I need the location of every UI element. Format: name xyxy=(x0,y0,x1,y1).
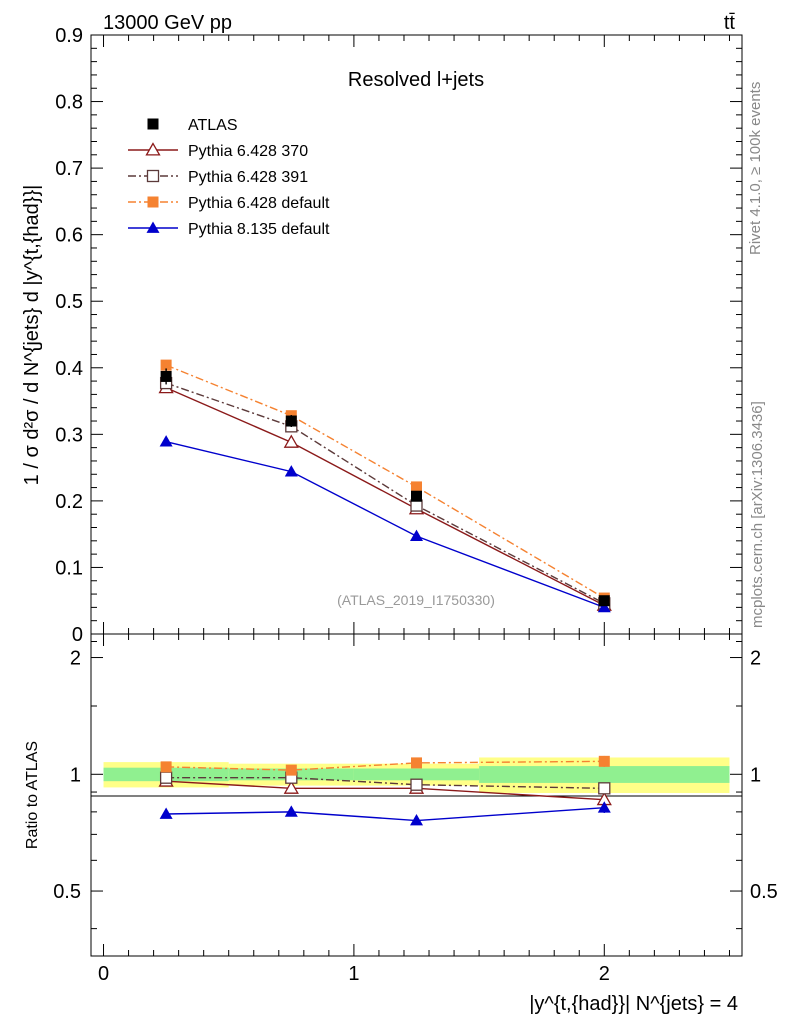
ratio-point xyxy=(159,807,173,819)
ratio-tick-label: 1 xyxy=(70,764,81,786)
ratio-line xyxy=(166,776,605,790)
y-tick-label: 0.8 xyxy=(55,92,83,114)
ratio-tick-label: 0.5 xyxy=(53,881,81,903)
legend-item-atlas: ATLAS xyxy=(147,117,238,134)
x-axis-label: |y^{t,{had}}| N^{jets} = 4 xyxy=(529,993,738,1015)
main-y-axis: 0 0.1 0.2 0.3 0.4 0.5 0.6 0.7 0.8 0.9 xyxy=(55,25,742,646)
legend-item-pythia-6-428-default: Pythia 6.428 default xyxy=(128,195,330,212)
mcplots-label: mcplots.cern.ch [arXiv:1306.3436] xyxy=(749,401,766,628)
ratio-series-group xyxy=(158,755,612,826)
y-tick-label: 0.9 xyxy=(55,25,83,47)
ratio-point xyxy=(598,755,610,767)
ratio-line xyxy=(166,807,605,822)
ratio-tick-label-right: 0.5 xyxy=(750,881,778,903)
data-point xyxy=(411,490,422,502)
legend-marker xyxy=(146,221,160,233)
legend-item-pythia-8-135-default: Pythia 8.135 default xyxy=(128,221,330,238)
chart-title: Resolved l+jets xyxy=(348,69,484,91)
ratio-series-pythia-6-428-391 xyxy=(159,771,611,795)
ratio-series-pythia-8-135-default xyxy=(159,801,611,826)
ratio-panel: 0.5 0.5 1 1 2 2 0 1 2 Ratio to ATLAS xyxy=(24,633,778,985)
ratio-point xyxy=(285,764,297,776)
ratio-frame xyxy=(90,633,743,957)
legend-label: ATLAS xyxy=(188,117,238,134)
data-point xyxy=(160,359,172,371)
series-pythia-6-428-370 xyxy=(158,379,612,611)
x-tick-label: 0 xyxy=(98,963,109,985)
data-point xyxy=(159,435,173,447)
data-point xyxy=(597,600,611,613)
ratio-point xyxy=(283,780,299,794)
y-axis-label: 1 / σ d²σ / d N^{jets} d |y^{t,{had}}| xyxy=(21,185,43,486)
series-line xyxy=(165,364,605,599)
ratio-point xyxy=(410,778,423,791)
ratio-series-pythia-6-428-default xyxy=(160,755,610,776)
ratio-tick-label: 2 xyxy=(70,648,81,670)
x-tick-label: 2 xyxy=(599,963,610,985)
series-line xyxy=(165,387,605,607)
y-tick-label: 0.4 xyxy=(55,358,83,380)
legend-marker xyxy=(146,169,160,183)
legend-marker xyxy=(145,142,161,156)
legend-marker xyxy=(147,118,159,130)
legend-item-pythia-6-428-370: Pythia 6.428 370 xyxy=(128,142,308,160)
process-label: tt̄ xyxy=(724,12,736,34)
legend-label: Pythia 6.428 391 xyxy=(188,169,308,186)
data-point xyxy=(284,465,298,477)
ratio-line xyxy=(166,780,605,801)
y-tick-label: 0.7 xyxy=(55,158,83,180)
ratio-point xyxy=(598,782,611,795)
legend-marker xyxy=(147,196,159,208)
y-tick-label: 0.6 xyxy=(55,225,83,247)
ratio-point xyxy=(159,771,173,784)
legend-item-pythia-6-428-391: Pythia 6.428 391 xyxy=(128,169,308,186)
y-tick-label: 0.1 xyxy=(55,557,83,579)
main-series-group xyxy=(158,359,612,613)
y-tick-label: 0 xyxy=(72,624,83,646)
rivet-label: Rivet 4.1.0, ≥ 100k events xyxy=(747,82,764,255)
data-point xyxy=(598,595,610,607)
y-tick-label: 0.3 xyxy=(55,424,83,446)
ratio-line xyxy=(166,760,605,771)
ratio-y-label: Ratio to ATLAS xyxy=(24,741,41,849)
series-atlas xyxy=(160,368,610,607)
x-tick-label: 1 xyxy=(348,963,359,985)
stat-uncertainty-band xyxy=(479,766,730,783)
energy-label: 13000 GeV pp xyxy=(103,12,232,34)
data-point xyxy=(160,370,172,382)
data-point xyxy=(283,434,299,448)
main-x-axis xyxy=(103,35,730,634)
ratio-tick-label-right: 1 xyxy=(750,764,761,786)
ratio-y-axis: 0.5 0.5 1 1 2 2 xyxy=(53,640,778,930)
legend-label: Pythia 8.135 default xyxy=(188,221,330,238)
legend: ATLAS Pythia 6.428 370 Pythia 6.428 391 Pyt… xyxy=(128,117,330,238)
y-tick-label: 0.2 xyxy=(55,491,83,513)
ratio-tick-label-right: 2 xyxy=(750,648,761,670)
stat-uncertainty-band xyxy=(353,768,480,781)
analysis-watermark: (ATLAS_2019_I1750330) xyxy=(337,592,495,608)
series-line xyxy=(165,440,605,609)
series-pythia-6-428-default xyxy=(160,359,610,604)
ratio-point xyxy=(410,814,423,826)
data-point xyxy=(410,529,423,542)
ratio-point xyxy=(411,757,422,769)
ratio-point xyxy=(284,805,298,817)
legend-label: Pythia 6.428 default xyxy=(188,195,330,212)
ratio-point xyxy=(597,801,611,813)
y-tick-label: 0.5 xyxy=(55,291,83,313)
data-point xyxy=(285,415,297,427)
series-pythia-8-135-default xyxy=(159,435,611,613)
data-point xyxy=(411,481,422,493)
ratio-x-axis: 0 1 2 xyxy=(98,634,730,985)
series-line xyxy=(165,382,605,605)
main-panel: 0 0.1 0.2 0.3 0.4 0.5 0.6 0.7 0.8 0.9 Resolved l+… xyxy=(21,25,743,646)
ratio-point xyxy=(160,761,172,773)
legend-label: Pythia 6.428 370 xyxy=(188,143,308,160)
